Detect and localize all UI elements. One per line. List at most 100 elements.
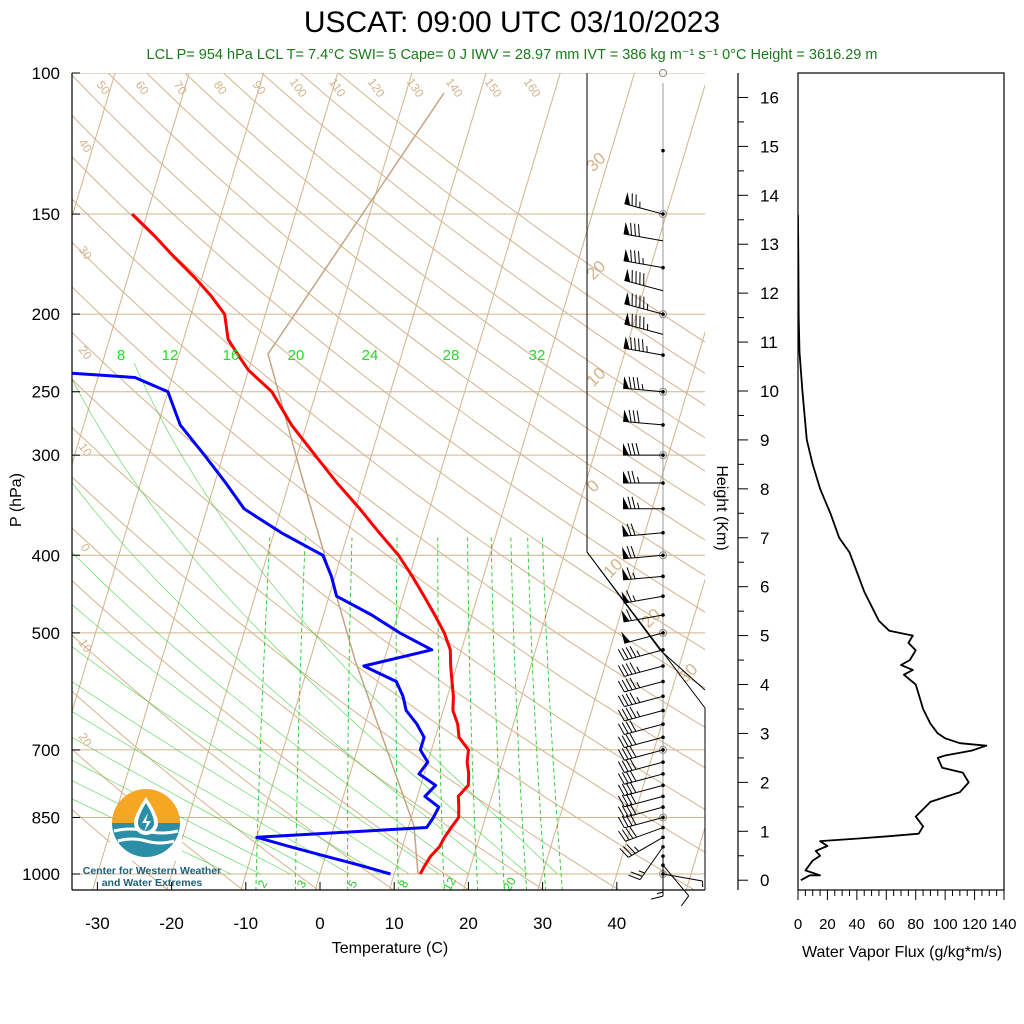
moist-adiabat-line [72,378,528,875]
dry-adiabat-label: 20 [76,343,95,362]
dry-adiabat-label: 130 [404,75,427,100]
isotherm-line [463,83,705,890]
barb-feather [621,679,629,692]
height-axis-label: Height (Km) [713,465,730,550]
moist-adiabat-line [72,759,291,875]
barb-shaft [624,665,664,677]
mixing-ratio-line [541,537,563,890]
mixing-ratio-label: 20 [500,874,519,893]
barb-feather [621,722,629,734]
dry-adiabat-label: 100 [287,75,310,100]
barb-shaft [624,695,664,708]
x-tick-label: -10 [234,914,259,933]
barb-shaft [624,681,664,693]
barb-half-feather [636,711,641,717]
logo-emblem-icon [110,789,182,861]
barb-feather [634,250,636,263]
mixing-ratio-line [527,537,547,890]
barb-shaft [662,864,690,897]
wind-barb [617,792,664,808]
barb-feather [631,443,636,456]
height-tick-label: 1 [760,822,769,841]
mixing-ratio-label: 8 [117,347,125,364]
wind-barb [624,312,664,335]
barb-feather [625,707,633,720]
skewt-background-lines [72,73,705,890]
barb-feather [629,770,637,782]
barb-feather [621,794,629,806]
barb-feather [631,470,636,484]
barb-feather [629,677,637,689]
barb-feather [629,720,637,732]
barb-flag [621,631,631,644]
height-tick-label: 4 [760,676,769,695]
wind-barb [617,706,664,722]
barb-feather [626,567,632,580]
barb-dot [661,423,665,427]
barb-shaft [623,233,664,242]
mixing-ratio-line [395,537,399,890]
barb-feather [629,692,637,704]
dry-adiabat-line [72,331,705,811]
barb-half-feather [637,502,640,509]
barb-feather [629,758,637,770]
mixing-ratio-label: 5 [345,877,361,890]
wind-barb [617,646,664,661]
barb-feather [625,793,633,805]
barb-feather [617,806,625,818]
barb-feather [637,251,640,264]
barb-feather [622,846,633,856]
barb-flag [623,222,630,235]
dry-adiabat-line [72,809,169,890]
barb-ring [659,69,667,77]
barb-flag [622,567,630,580]
wind-barb [617,692,664,708]
barb-feather [629,646,637,658]
flux-x-tick-label: 20 [819,916,836,933]
isotherm-line [166,73,413,890]
barb-feather [625,747,633,759]
barb-feather [629,662,637,674]
barb-feather [650,895,664,900]
dry-adiabat-label: 90 [250,78,269,97]
isotherm-line [388,73,636,890]
mixing-ratio-line [467,537,479,890]
mixing-ratio-label: 2 [255,877,271,890]
barb-feather [625,827,634,839]
barb-feather [621,664,629,676]
dry-adiabat-line [184,73,705,472]
flux-x-tick-label: 120 [962,916,987,933]
x-tick-label: 30 [533,914,552,933]
barb-feather [632,377,636,390]
wind-barb [624,268,664,292]
barb-flag [623,409,630,422]
dry-adiabat-label: 160 [521,75,544,100]
barb-half-feather [632,595,636,602]
barb-half-feather [636,682,641,688]
moist-adiabat-line [72,646,410,875]
logo-text: Center for Western Weather and Water Ext… [82,865,222,889]
barb-shaft [624,736,664,749]
y-tick-label: 200 [32,305,60,324]
barb-feather [634,337,636,351]
wind-barb [624,292,664,315]
wind-barb [617,746,664,761]
wind-barb [621,590,664,604]
barb-feather [630,523,636,536]
barb-feather [630,545,636,558]
logo-line-1: Center for Western Weather [82,865,222,877]
barb-feather [617,709,625,722]
barb-feather [621,735,629,747]
barb-feather [628,376,632,390]
barb-half-feather [632,572,636,579]
wind-barb [628,846,664,881]
height-tick-label: 9 [760,431,769,450]
moist-adiabat-label: 20 [638,605,665,632]
barb-feather [621,708,629,721]
moist-adiabat-line [133,362,558,875]
barb-shaft [624,203,664,215]
barb-feather [625,734,633,746]
barb-flag [623,248,630,262]
wind-barb [617,770,664,785]
barb-feather [630,337,632,350]
